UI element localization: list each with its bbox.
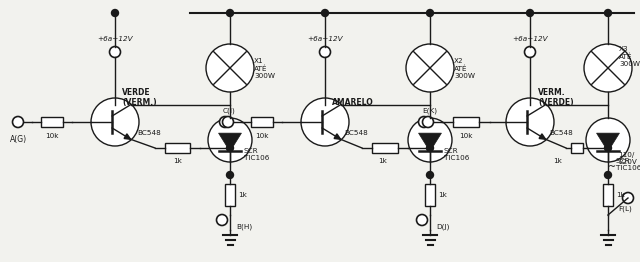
Circle shape bbox=[605, 172, 611, 178]
Bar bbox=[425, 184, 435, 206]
Bar bbox=[571, 143, 583, 153]
Circle shape bbox=[13, 117, 24, 128]
Circle shape bbox=[426, 172, 433, 178]
Text: 1k: 1k bbox=[379, 158, 387, 164]
Circle shape bbox=[91, 98, 139, 146]
Text: BC548: BC548 bbox=[344, 130, 368, 136]
Circle shape bbox=[506, 98, 554, 146]
Text: A(G): A(G) bbox=[10, 135, 27, 144]
Circle shape bbox=[426, 145, 433, 151]
Circle shape bbox=[426, 9, 433, 17]
Circle shape bbox=[408, 118, 452, 162]
Bar bbox=[603, 184, 613, 206]
Polygon shape bbox=[334, 134, 340, 139]
Polygon shape bbox=[596, 133, 620, 151]
Circle shape bbox=[586, 118, 630, 162]
Text: X2
ATÉ
300W: X2 ATÉ 300W bbox=[454, 58, 475, 79]
Bar bbox=[372, 143, 398, 153]
Circle shape bbox=[605, 145, 611, 151]
Text: C(I): C(I) bbox=[223, 107, 236, 114]
Text: 110/
220V: 110/ 220V bbox=[618, 152, 637, 165]
Text: 10k: 10k bbox=[460, 133, 473, 139]
Text: F(L): F(L) bbox=[618, 206, 632, 212]
Text: 1k: 1k bbox=[238, 192, 247, 198]
Text: 1k: 1k bbox=[554, 158, 563, 164]
Circle shape bbox=[623, 193, 634, 204]
Bar bbox=[165, 143, 190, 153]
Text: D(J): D(J) bbox=[436, 224, 449, 231]
Circle shape bbox=[321, 9, 328, 17]
Circle shape bbox=[527, 9, 534, 17]
Bar bbox=[251, 117, 273, 127]
Text: 10k: 10k bbox=[45, 133, 59, 139]
Text: X3
ATÉ
300W: X3 ATÉ 300W bbox=[619, 46, 640, 67]
Bar bbox=[225, 184, 235, 206]
Text: SCR
TIC106: SCR TIC106 bbox=[616, 158, 640, 171]
Circle shape bbox=[584, 44, 632, 92]
Circle shape bbox=[227, 9, 234, 17]
Circle shape bbox=[227, 145, 234, 151]
Text: B(H): B(H) bbox=[236, 224, 252, 231]
Circle shape bbox=[417, 215, 428, 226]
Text: 1k: 1k bbox=[438, 192, 447, 198]
Bar bbox=[452, 117, 479, 127]
Circle shape bbox=[223, 117, 234, 128]
Circle shape bbox=[109, 46, 120, 57]
Text: BC548: BC548 bbox=[549, 130, 573, 136]
Text: 10k: 10k bbox=[255, 133, 269, 139]
Text: BC548: BC548 bbox=[137, 130, 161, 136]
Text: +6a+12V: +6a+12V bbox=[97, 36, 133, 42]
Circle shape bbox=[605, 9, 611, 17]
Circle shape bbox=[216, 215, 227, 226]
Circle shape bbox=[111, 9, 118, 17]
Text: 1k: 1k bbox=[173, 158, 182, 164]
Text: VERM.
(VERDE): VERM. (VERDE) bbox=[538, 88, 573, 107]
Text: X1
ATÉ
300W: X1 ATÉ 300W bbox=[254, 58, 275, 79]
Bar bbox=[41, 117, 63, 127]
Circle shape bbox=[525, 46, 536, 57]
Circle shape bbox=[319, 46, 330, 57]
Circle shape bbox=[419, 117, 429, 128]
Polygon shape bbox=[219, 133, 241, 151]
Text: +6a+12V: +6a+12V bbox=[307, 36, 343, 42]
Text: SCR
TIC106: SCR TIC106 bbox=[244, 148, 269, 161]
Circle shape bbox=[206, 44, 254, 92]
Circle shape bbox=[422, 117, 433, 128]
Text: SCR
TIC106: SCR TIC106 bbox=[444, 148, 469, 161]
Circle shape bbox=[208, 118, 252, 162]
Circle shape bbox=[301, 98, 349, 146]
Circle shape bbox=[220, 117, 230, 128]
Text: E(K): E(K) bbox=[422, 107, 437, 114]
Text: AMARELO: AMARELO bbox=[332, 98, 374, 107]
Polygon shape bbox=[124, 134, 131, 139]
Polygon shape bbox=[539, 134, 545, 139]
Circle shape bbox=[406, 44, 454, 92]
Text: 1k: 1k bbox=[616, 192, 625, 198]
Text: +6a+12V: +6a+12V bbox=[512, 36, 548, 42]
Circle shape bbox=[227, 172, 234, 178]
Polygon shape bbox=[419, 133, 442, 151]
Text: VERDE
(VERM.): VERDE (VERM.) bbox=[122, 88, 157, 107]
Text: ~: ~ bbox=[608, 162, 616, 172]
